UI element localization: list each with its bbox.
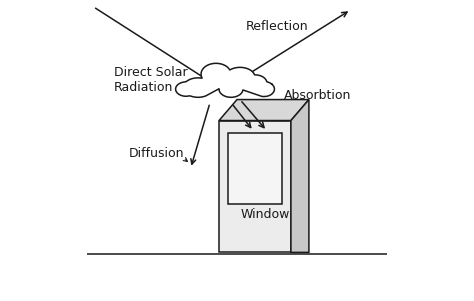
Text: Absorbtion: Absorbtion — [283, 88, 351, 101]
Ellipse shape — [175, 82, 197, 96]
Ellipse shape — [183, 78, 213, 97]
Text: Window: Window — [241, 208, 290, 222]
Ellipse shape — [219, 81, 243, 97]
Ellipse shape — [225, 67, 255, 87]
Bar — [228, 132, 282, 204]
Polygon shape — [219, 100, 309, 120]
Ellipse shape — [243, 75, 267, 91]
Polygon shape — [291, 100, 309, 252]
Ellipse shape — [201, 63, 231, 85]
Ellipse shape — [254, 82, 274, 97]
Text: Direct Solar
Radiation: Direct Solar Radiation — [114, 66, 188, 94]
Text: Diffusion: Diffusion — [129, 147, 184, 160]
Bar — [219, 120, 291, 252]
Text: Reflection: Reflection — [246, 20, 309, 33]
